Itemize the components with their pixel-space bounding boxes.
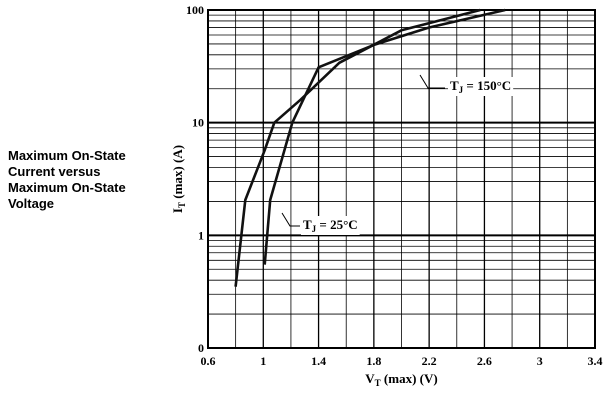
x-tick-label: 0.6 [201,354,216,368]
side-text: Maximum On-State [8,180,126,195]
y-axis-label-sub: T [177,202,187,208]
series-line [263,8,506,265]
series-label-main: T [303,217,312,232]
x-tick-label: 3 [537,354,543,368]
x-tick-label: 2.6 [477,354,492,368]
y-tick-label: 1 [198,228,204,242]
plot-frame [207,9,596,349]
series-label-sub: J [459,85,464,95]
series-label: TJ = 25°C [303,217,358,234]
series-label-sub: J [312,224,317,234]
series-label-rest: = 150°C [463,78,511,93]
side-text: Maximum On-State [8,148,126,163]
x-tick-label: 1.4 [311,354,326,368]
x-axis-label-sub: T [375,378,381,388]
x-tick-label: 3.4 [588,354,603,368]
side-text: Voltage [8,196,54,211]
y-axis-label-main: I [170,208,185,213]
side-text: Current versus [8,164,100,179]
leader-line [281,212,300,227]
x-axis-label-main: V [365,371,375,386]
y-axis-label-rest: (max) (A) [170,145,185,202]
y-tick-label: 10 [192,116,204,130]
label-bg [301,216,360,235]
x-tick-label: 1 [260,354,266,368]
y-tick-label: 100 [186,3,204,17]
y-axis-label: IT (max) (A) [170,145,187,213]
series-label-rest: = 25°C [316,217,358,232]
leader-line [419,74,445,89]
x-axis-label-rest: (max) (V) [381,371,438,386]
series-label: TJ = 150°C [450,78,511,95]
x-tick-label: 2.2 [422,354,437,368]
y-tick-label: 0 [198,341,204,355]
x-tick-label: 1.8 [366,354,381,368]
label-bg [448,77,514,96]
series-line [234,8,481,287]
series-label-main: T [450,78,459,93]
x-axis-label: VT (max) (V) [365,371,437,388]
